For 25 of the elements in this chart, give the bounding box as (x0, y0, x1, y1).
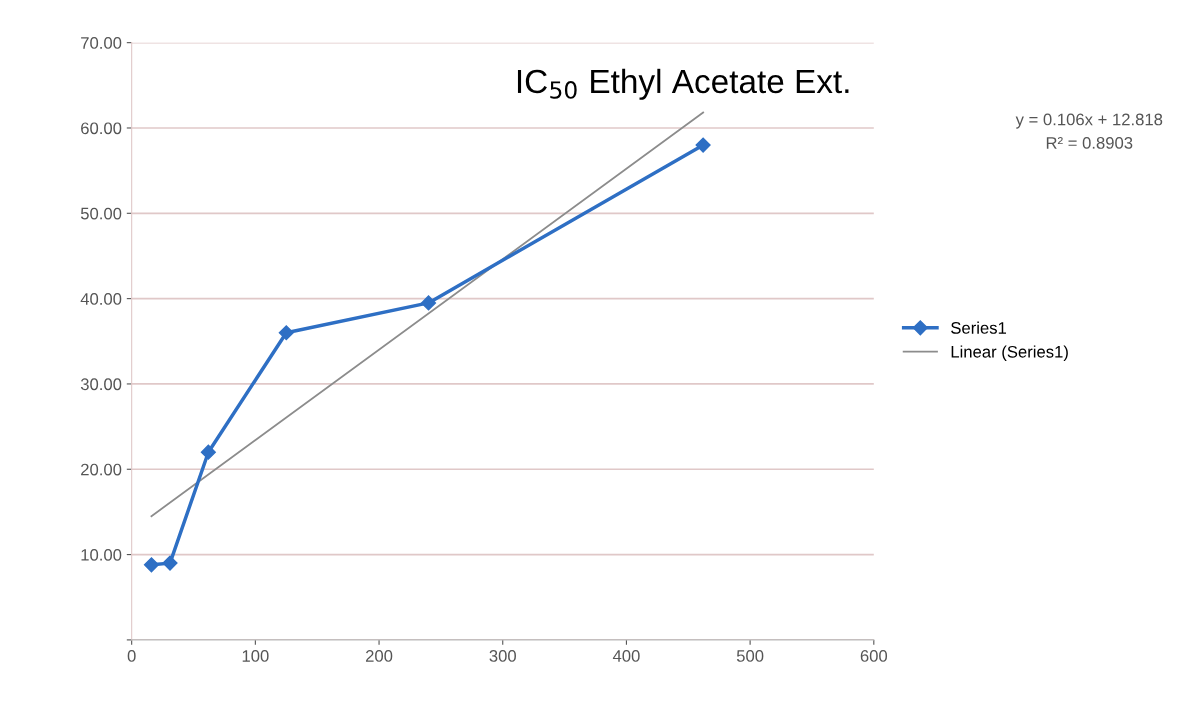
point (420, 295, 437, 311)
point (695, 137, 711, 153)
y-tick-label: 50.00 (80, 207, 122, 220)
text: IC$_{50}$ Ethyl Acetate Ext. (517, 68, 849, 100)
point (162, 555, 178, 571)
x-tick-label: 400 (612, 650, 640, 662)
x-tick-label: 200 (365, 650, 393, 662)
x-tick-label: 0 (127, 650, 136, 662)
y-tick-label: 70.00 (81, 37, 122, 49)
point (278, 325, 294, 341)
y-tick-label: 10.00 (81, 548, 122, 561)
point (200, 444, 216, 460)
y-tick-label: 40.00 (80, 293, 122, 305)
x-tick-label: 500 (736, 650, 764, 662)
text: R² = 0.8903 (1046, 137, 1133, 149)
text: y = 0.106x + 12.818 (1015, 113, 1163, 129)
point (143, 557, 160, 573)
x-tick-label: 600 (860, 650, 888, 662)
y-tick-label: 30.00 (80, 378, 122, 391)
x-tick-label: 300 (489, 650, 516, 662)
x-tick-label: 100 (242, 650, 269, 662)
legend-label: Series1 (951, 321, 1007, 334)
legend-label: Linear (Series1) (951, 345, 1068, 361)
y-tick-label: 20.00 (81, 463, 122, 476)
y-tick-label: 60.00 (81, 122, 122, 135)
